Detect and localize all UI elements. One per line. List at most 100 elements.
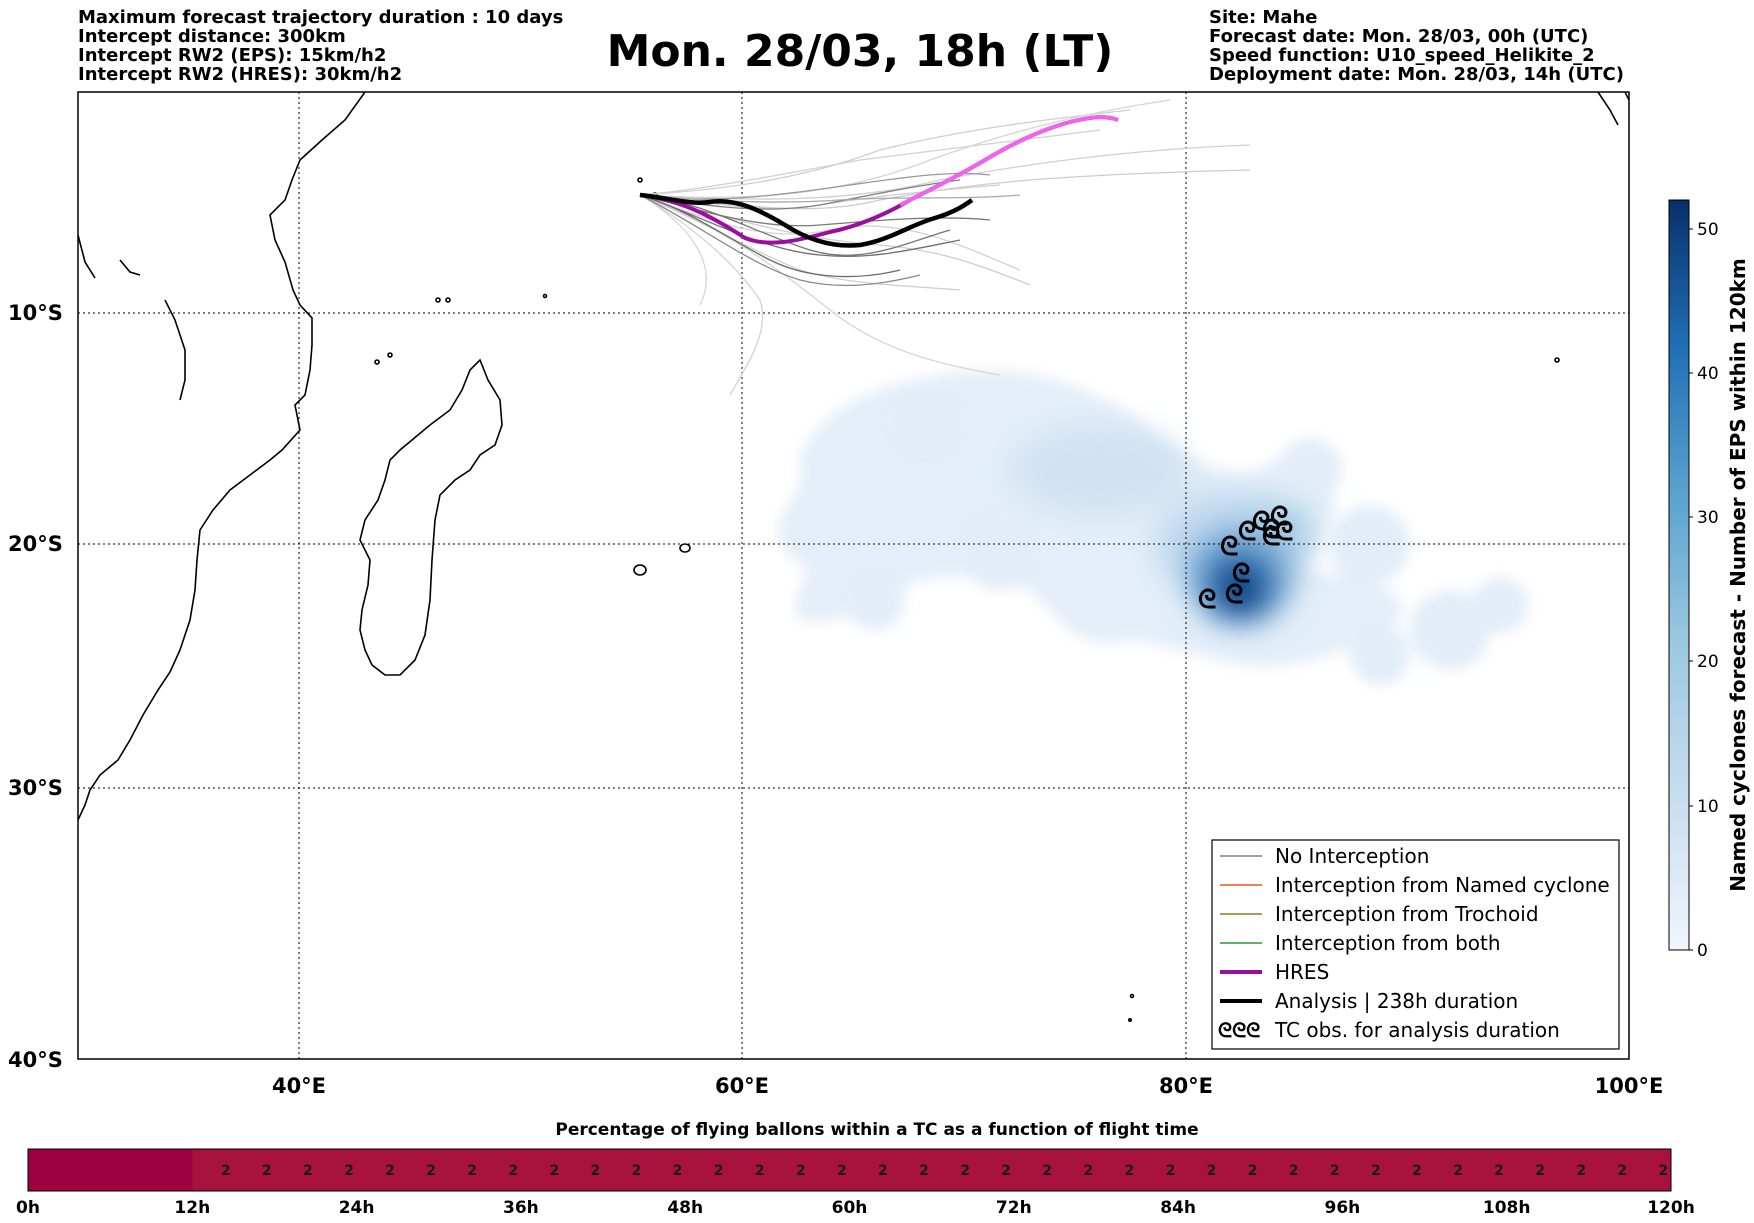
strip-cell-value: 2 [1248, 1163, 1258, 1179]
tc-symbol: ᘓ [1198, 585, 1216, 615]
colorbar-tick: 10 [1697, 797, 1719, 817]
strip-title: Percentage of flying ballons within a TC… [555, 1120, 1198, 1140]
tc-symbol: ᘓ [1225, 580, 1243, 610]
strip-tick-label: 48h [667, 1198, 703, 1218]
colorbar-tick: 50 [1697, 220, 1719, 240]
strip-first-segment [28, 1149, 193, 1191]
strip-cell-value: 2 [1453, 1163, 1463, 1179]
strip-cell-value: 2 [796, 1163, 806, 1179]
tc-legend-icon: ᘓᘓᘓ [1218, 1018, 1260, 1042]
tc-observations: ᘓ ᘓ ᘓ ᘓ ᘓ ᘓ ᘓ ᘓ ᘓ ᘓ [1198, 502, 1293, 615]
header-left-line: Maximum forecast trajectory duration : 1… [78, 7, 564, 28]
strip-cell-value: 2 [1083, 1163, 1093, 1179]
strip-cell-value: 2 [221, 1163, 231, 1179]
lon-label: 60°E [715, 1074, 769, 1098]
tc-symbol: ᘓ [1270, 502, 1288, 532]
strip-cell-value: 2 [878, 1163, 888, 1179]
strip-tick-label: 60h [832, 1198, 868, 1218]
strip-cell-value: 2 [673, 1163, 683, 1179]
lat-label: 10°S [8, 301, 63, 325]
colorbar-gradient [1668, 199, 1690, 951]
colorbar: 0 10 20 30 40 50 Named cyclones forecast… [1668, 199, 1750, 961]
lat-label: 20°S [8, 532, 63, 556]
colorbar-tick: 40 [1697, 364, 1719, 384]
lon-label: 100°E [1595, 1074, 1664, 1098]
page-title: Mon. 28/03, 18h (LT) [606, 26, 1114, 77]
strip-tick-label: 24h [339, 1198, 375, 1218]
strip-cell-value: 2 [1576, 1163, 1586, 1179]
strip-cell-value: 2 [385, 1163, 395, 1179]
header-right-line: Forecast date: Mon. 28/03, 00h (UTC) [1209, 26, 1589, 47]
strip-cell-value: 2 [1371, 1163, 1381, 1179]
colorbar-tick: 0 [1697, 941, 1708, 961]
strip-cell-value: 2 [1535, 1163, 1545, 1179]
strip-tick-label: 72h [996, 1198, 1032, 1218]
header-right-line: Site: Mahe [1209, 7, 1318, 28]
strip-background [27, 1148, 1672, 1192]
lat-label: 30°S [8, 776, 63, 800]
tc-symbol: ᘓ [1220, 532, 1238, 562]
strip-tick-label: 84h [1160, 1198, 1196, 1218]
cyclone-density-core [1010, 425, 1315, 625]
tc-symbol: ᘓ [1275, 517, 1293, 547]
colorbar-label: Named cyclones forecast - Number of EPS … [1726, 258, 1750, 892]
strip-cell-value: 2 [467, 1163, 477, 1179]
header-left-line: Intercept distance: 300km [78, 26, 346, 47]
tc-symbol: ᘓ [1232, 559, 1250, 589]
lat-label: 40°S [8, 1048, 63, 1072]
legend-label: HRES [1275, 960, 1329, 984]
strip-cell-value: 2 [1207, 1163, 1217, 1179]
strip-tick-label: 12h [174, 1198, 210, 1218]
strip-cell-value: 2 [1658, 1163, 1668, 1179]
header-left: Maximum forecast trajectory duration : 1… [78, 8, 563, 84]
strip-cell-value: 2 [344, 1163, 354, 1179]
legend-box [1211, 839, 1620, 1050]
strip-tick-label: 120h [1647, 1198, 1695, 1218]
colorbar-tick: 30 [1697, 508, 1719, 528]
legend-label: Interception from both [1275, 931, 1501, 955]
tc-symbol: ᘓ [1262, 515, 1280, 545]
eps-trajectories [639, 99, 1251, 396]
legend-label: TC obs. for analysis duration [1274, 1018, 1560, 1042]
legend-label: Interception from Named cyclone [1275, 873, 1610, 897]
header-right-line: Deployment date: Mon. 28/03, 14h (UTC) [1209, 64, 1624, 85]
strip-cell-value: 2 [919, 1163, 929, 1179]
strip-tick-label: 36h [503, 1198, 539, 1218]
strip-cell-value: 2 [591, 1163, 601, 1179]
strip-cell-value: 2 [426, 1163, 436, 1179]
strip-cell-value: 2 [1289, 1163, 1299, 1179]
strip-cell-value: 2 [508, 1163, 518, 1179]
strip-tick-label: 96h [1325, 1198, 1361, 1218]
strip-cell-value: 2 [837, 1163, 847, 1179]
strip-cell-value: 2 [549, 1163, 559, 1179]
hres-trajectory-late [899, 115, 1119, 207]
strip-cell-value: 2 [1412, 1163, 1422, 1179]
lon-label: 40°E [272, 1074, 326, 1098]
strip-cell-value: 2 [632, 1163, 642, 1179]
strip-cell-value: 2 [303, 1163, 313, 1179]
strip-cell-value: 2 [1166, 1163, 1176, 1179]
strip-cell-value: 2 [714, 1163, 724, 1179]
strip-cell-value: 2 [1042, 1163, 1052, 1179]
header-right-line: Speed function: U10_speed_Helikite_2 [1209, 45, 1595, 66]
strip-cell-value: 2 [960, 1163, 970, 1179]
strip-tick-label: 108h [1483, 1198, 1531, 1218]
strip-cell-value: 2 [1494, 1163, 1504, 1179]
strip-cell-value: 2 [1617, 1163, 1627, 1179]
header-right: Site: Mahe Forecast date: Mon. 28/03, 00… [1209, 8, 1624, 84]
legend-label: No Interception [1275, 844, 1429, 868]
strip-cell-value: 2 [1124, 1163, 1134, 1179]
tc-symbol: ᘓ [1262, 522, 1280, 552]
analysis-trajectory [639, 192, 974, 248]
strip-cell-value: 2 [262, 1163, 272, 1179]
legend-label: Analysis | 238h duration [1275, 989, 1518, 1013]
flight-strip: 2 2 2 2 2 2 2 2 2 2 2 2 2 2 2 2 2 2 2 2 2 2 2 2 2 2 2 2 2 2 2 2 2 2 2 2 [27, 1148, 1672, 1192]
strip-cell-value: 2 [1330, 1163, 1340, 1179]
legend-label: Interception from Trochoid [1275, 902, 1539, 926]
header-left-line: Intercept RW2 (HRES): 30km/h2 [78, 64, 403, 85]
lon-label: 80°E [1159, 1074, 1213, 1098]
header-left-line: Intercept RW2 (EPS): 15km/h2 [78, 45, 387, 66]
strip-cell-value: 2 [1001, 1163, 1011, 1179]
colorbar-tick: 20 [1697, 652, 1719, 672]
